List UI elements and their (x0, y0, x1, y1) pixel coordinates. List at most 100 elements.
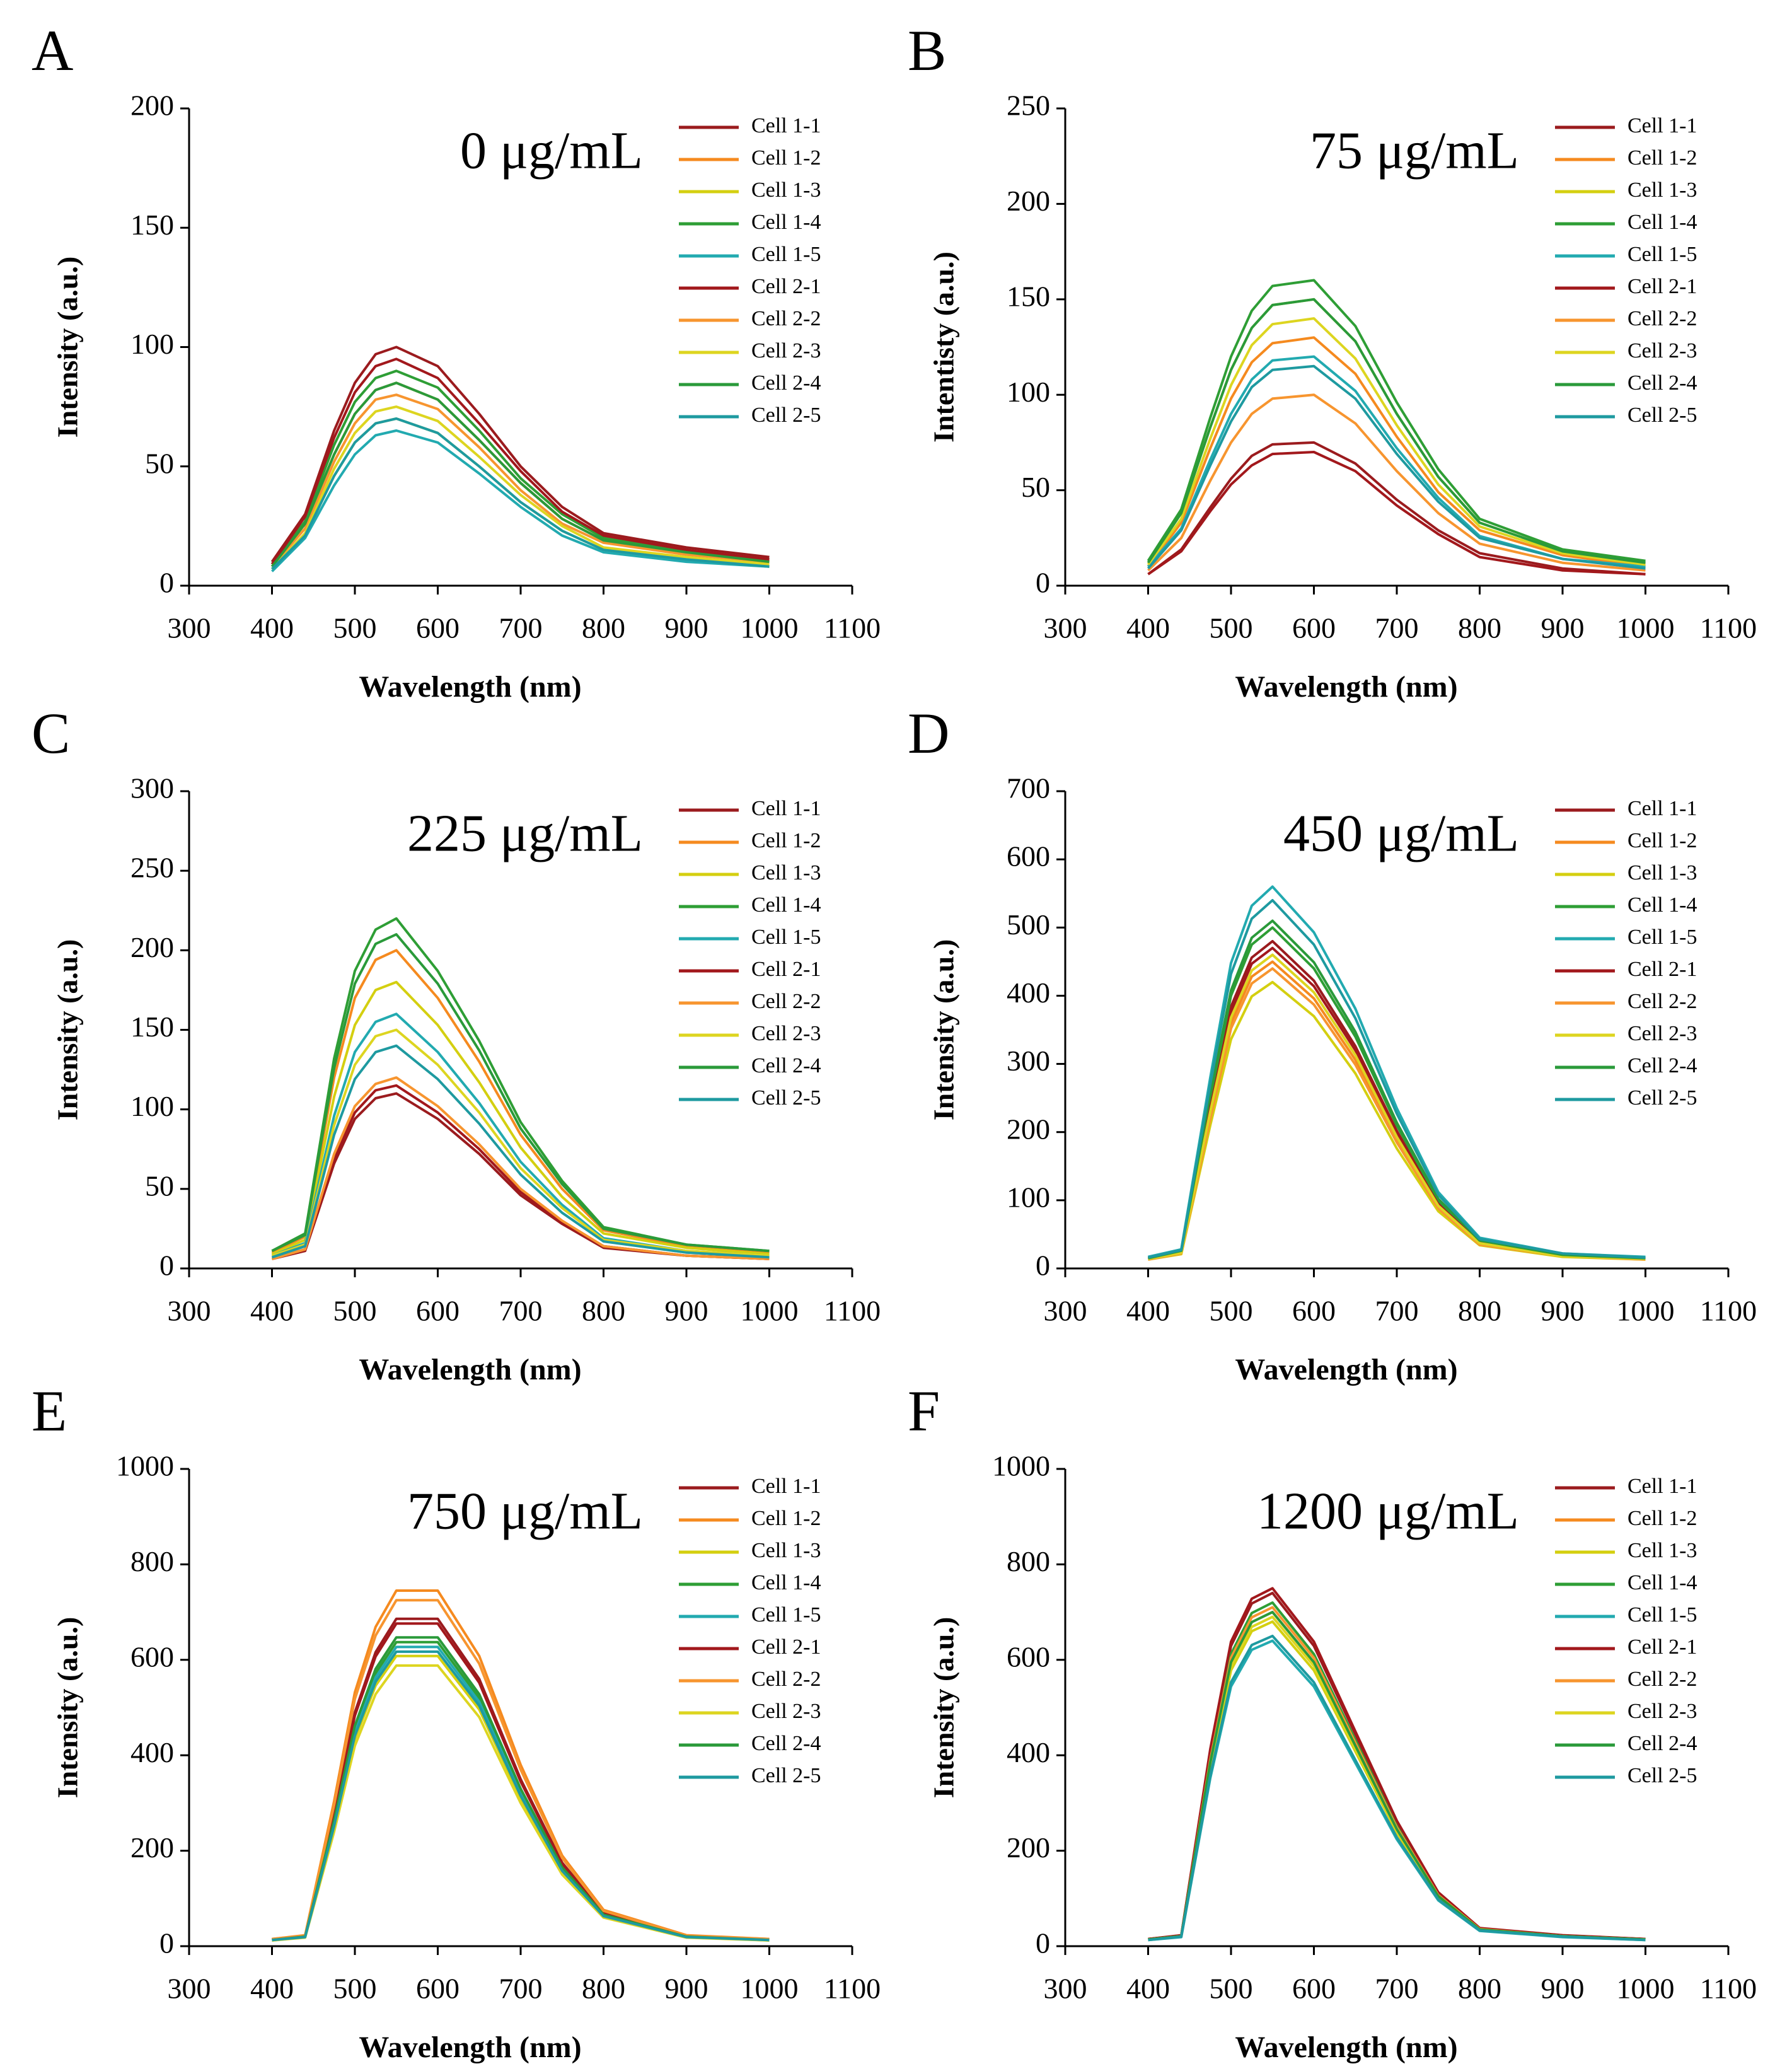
legend-label: Cell 2-5 (751, 1764, 821, 1787)
x-tick-label: 1100 (1700, 1973, 1757, 2005)
x-tick-label: 400 (1126, 1295, 1170, 1327)
y-tick-label: 300 (1007, 1045, 1050, 1077)
y-axis-title: Intensity (a.u.) (52, 257, 84, 438)
y-tick-label: 600 (1007, 840, 1050, 873)
legend-label: Cell 2-2 (751, 1668, 821, 1691)
x-tick-label: 600 (1292, 1973, 1336, 2005)
x-tick-label: 1000 (1617, 612, 1675, 644)
legend-label: Cell 1-2 (751, 146, 821, 170)
x-axis-title: Wavelength (nm) (359, 1353, 581, 1386)
legend-label: Cell 2-3 (1627, 1700, 1697, 1723)
y-tick-label: 400 (1007, 1736, 1050, 1768)
legend-label: Cell 1-2 (1627, 1507, 1697, 1530)
y-tick-label: 400 (1007, 977, 1050, 1009)
legend-label: Cell 1-5 (1627, 925, 1697, 949)
annotation: 75 μg/mL (1310, 121, 1519, 180)
x-tick-label: 1000 (741, 612, 799, 644)
series-line (1147, 317, 1646, 566)
legend-label: Cell 2-4 (751, 371, 821, 395)
legend-label: Cell 1-1 (751, 797, 821, 820)
x-tick-label: 300 (1044, 612, 1087, 644)
legend-label: Cell 2-2 (1627, 990, 1697, 1013)
x-tick-label: 500 (1210, 1973, 1253, 2005)
x-tick-label: 800 (1458, 612, 1501, 644)
series-line (1148, 1601, 1646, 1941)
series-line (1147, 364, 1646, 570)
x-tick-label: 1000 (741, 1295, 799, 1327)
legend-label: Cell 2-4 (751, 1054, 821, 1077)
y-tick-label: 600 (1007, 1640, 1050, 1673)
series-line (270, 369, 770, 566)
y-tick-label: 200 (1007, 1831, 1050, 1864)
legend-label: Cell 1-2 (751, 1507, 821, 1530)
legend-label: Cell 1-3 (751, 861, 821, 885)
legend-label: Cell 1-4 (751, 893, 821, 917)
series-line (1148, 919, 1646, 1260)
x-tick-label: 400 (1126, 1973, 1170, 2005)
x-axis-title: Wavelength (nm) (359, 670, 581, 704)
x-tick-label: 900 (1541, 1295, 1585, 1327)
y-axis-title: Intensity (a.u.) (928, 939, 960, 1121)
y-tick-label: 200 (130, 931, 174, 963)
series-line (1148, 1587, 1646, 1940)
x-axis-title: Wavelength (nm) (359, 2031, 581, 2064)
legend-label: Cell 2-3 (751, 1700, 821, 1723)
x-tick-label: 400 (250, 612, 294, 644)
legend-label: Cell 1-5 (1627, 1603, 1697, 1627)
series-line (1148, 899, 1646, 1259)
x-tick-label: 1100 (824, 1973, 881, 2005)
x-tick-label: 700 (499, 1295, 543, 1327)
legend-label: Cell 1-4 (751, 211, 821, 234)
y-tick-label: 150 (130, 1011, 174, 1043)
x-tick-label: 600 (1292, 1295, 1336, 1327)
x-axis-title: Wavelength (nm) (1235, 670, 1457, 704)
annotation: 0 μg/mL (460, 121, 643, 180)
series-line (270, 393, 770, 568)
y-tick-label: 200 (130, 1831, 174, 1864)
y-axis-title: Intensity (a.u.) (52, 1617, 84, 1799)
legend-label: Cell 2-2 (751, 990, 821, 1013)
series-line (270, 345, 770, 563)
x-tick-label: 700 (499, 1973, 543, 2005)
x-tick-label: 800 (582, 612, 625, 644)
y-tick-label: 100 (1007, 1181, 1050, 1213)
legend-label: Cell 2-5 (751, 403, 821, 427)
y-tick-label: 600 (130, 1640, 174, 1673)
legend-label: Cell 1-3 (1627, 861, 1697, 885)
legend-label: Cell 1-3 (751, 1539, 821, 1562)
annotation: 450 μg/mL (1283, 804, 1519, 862)
y-tick-label: 0 (159, 1250, 174, 1282)
series-line (271, 429, 770, 572)
y-tick-label: 200 (1007, 1113, 1050, 1145)
x-tick-label: 300 (168, 612, 211, 644)
y-tick-label: 0 (159, 567, 174, 599)
series-line (271, 949, 770, 1254)
series-line (272, 1650, 770, 1942)
legend-label: Cell 2-1 (751, 275, 821, 298)
legend-label: Cell 2-1 (751, 1635, 821, 1659)
x-tick-label: 300 (1044, 1973, 1087, 2005)
legend-label: Cell 1-1 (1627, 1475, 1697, 1498)
legend-label: Cell 2-4 (1627, 1054, 1697, 1077)
legend-label: Cell 1-5 (751, 243, 821, 266)
legend-label: Cell 1-5 (1627, 243, 1697, 266)
x-tick-label: 800 (1458, 1295, 1501, 1327)
y-tick-label: 0 (159, 1927, 174, 1959)
x-tick-label: 400 (250, 1295, 294, 1327)
y-tick-label: 800 (130, 1545, 174, 1577)
x-tick-label: 400 (250, 1973, 294, 2005)
series-line (1147, 336, 1646, 568)
series-line (272, 1092, 770, 1260)
legend-label: Cell 1-5 (751, 1603, 821, 1627)
x-tick-label: 500 (333, 612, 377, 644)
series-line (1147, 279, 1646, 562)
series-line (1148, 1634, 1646, 1942)
series-line (1147, 393, 1646, 572)
legend-label: Cell 2-2 (1627, 307, 1697, 330)
x-tick-label: 300 (1044, 1295, 1087, 1327)
panel-label: F (908, 1379, 940, 1443)
legend-label: Cell 1-4 (751, 1571, 821, 1594)
x-tick-label: 700 (1375, 1973, 1419, 2005)
legend-label: Cell 2-4 (1627, 371, 1697, 395)
